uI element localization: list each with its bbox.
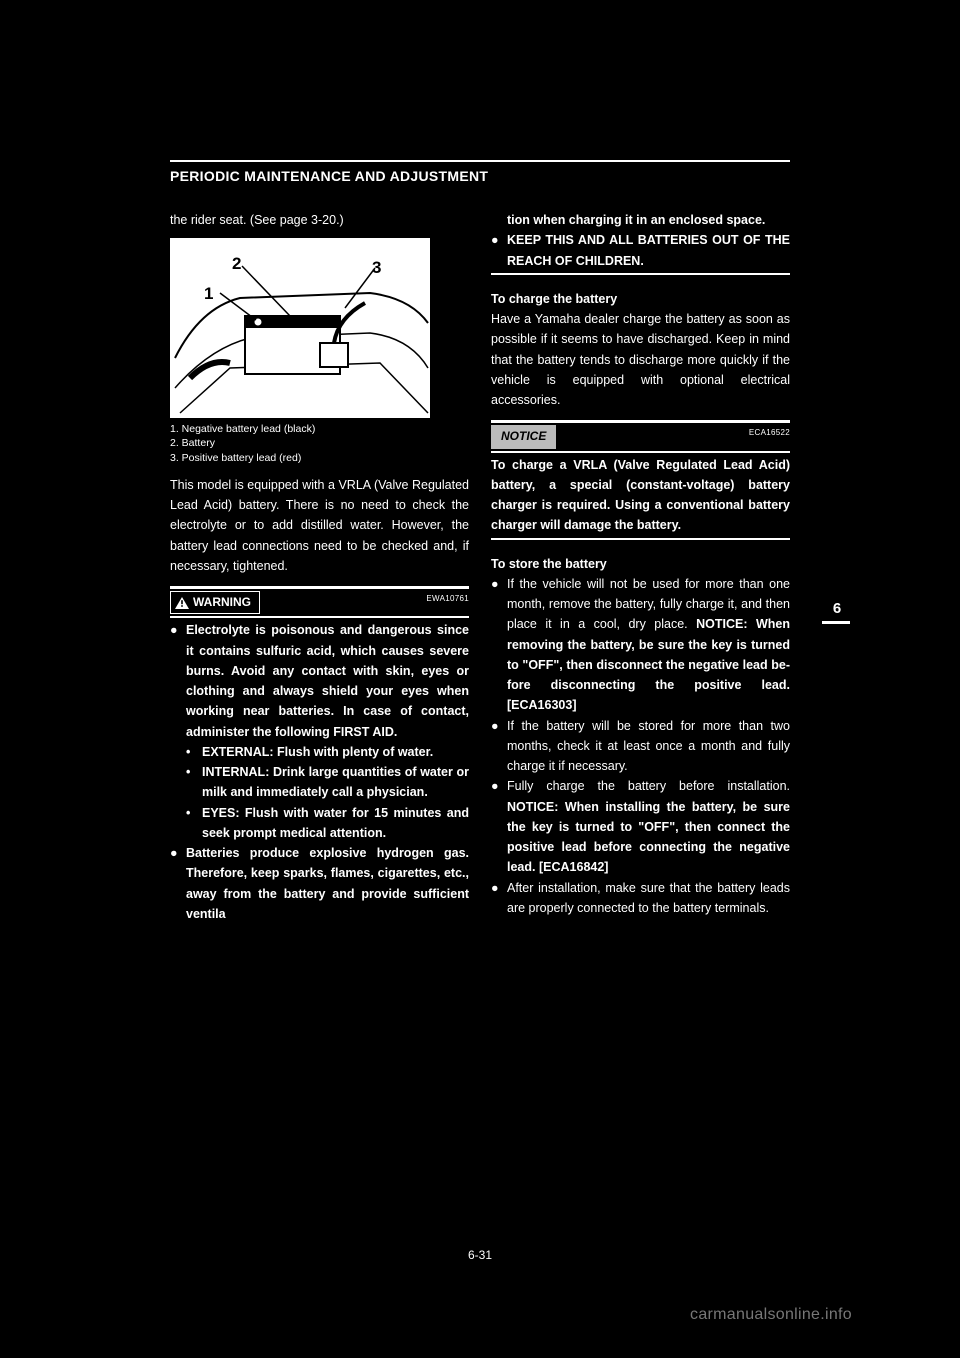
store-item-2: ● If the battery will be stored for more… [491, 716, 790, 777]
notice-code: ECA16522 [749, 427, 790, 440]
store-item-3: ● Fully charge the battery before in­sta… [491, 776, 790, 877]
bullet-icon: • [186, 762, 202, 803]
store-item-2-text: If the battery will be stored for more t… [507, 716, 790, 777]
store-item-3-text: Fully charge the battery before in­stall… [507, 779, 790, 793]
bullet-icon: • [186, 803, 202, 844]
store-item-1: ● If the vehicle will not be used for mo… [491, 574, 790, 716]
page-number: 6-31 [468, 1248, 492, 1262]
right-column: tion when charging it in an en­closed sp… [491, 210, 790, 924]
bullet-icon: ● [170, 843, 186, 924]
warning-triangle-icon [175, 597, 189, 609]
warning-bullet-1-text: Electrolyte is poisonous and dangerous s… [186, 620, 469, 742]
warning-cont-1: tion when charging it in an en­closed sp… [491, 210, 790, 230]
warning-bullet-1: ● Electrolyte is poisonous and dangerous… [170, 620, 469, 742]
battery-location-figure: 1 2 3 [170, 238, 430, 418]
figure-caption-3: 3. Positive battery lead (red) [170, 451, 469, 465]
bullet-icon: ● [491, 574, 507, 716]
section-tab-rule [822, 621, 850, 624]
warning-bullet-3: ● KEEP THIS AND ALL BATTER­IES OUT OF TH… [491, 230, 790, 271]
warning-sub-1-text: EXTERNAL: Flush with plenty of water. [202, 742, 469, 762]
watermark: carmanualsonline.info [690, 1306, 852, 1324]
warning-label: WARNING [170, 591, 260, 614]
callout-2: 2 [232, 250, 241, 278]
store-item-4-text: After installation, make sure that the b… [507, 878, 790, 919]
notice-label: NOTICE [491, 425, 556, 448]
figure-caption-2: 2. Battery [170, 436, 469, 450]
warning-sub-2: • INTERNAL: Drink large quan­tities of w… [170, 762, 469, 803]
warning-code: EWA10761 [426, 593, 469, 606]
warning-sub-3: • EYES: Flush with water for 15 minutes … [170, 803, 469, 844]
warning-sub-3-text: EYES: Flush with water for 15 minutes an… [202, 803, 469, 844]
left-body-1: This model is equipped with a VRLA (Valv… [170, 475, 469, 576]
notice-box: NOTICE ECA16522 [491, 420, 790, 452]
subhead-charge: To charge the battery [491, 289, 790, 309]
notice-body: To charge a VRLA (Valve Regulated Lead A… [491, 455, 790, 536]
callout-1: 1 [204, 280, 213, 308]
warning-box: WARNING EWA10761 [170, 586, 469, 618]
store-item-1-code: [ECA16303] [507, 698, 576, 712]
bullet-icon: • [186, 742, 202, 762]
section-number: 6 [822, 600, 852, 617]
store-item-4: ● After installation, make sure that the… [491, 878, 790, 919]
bullet-icon: ● [491, 716, 507, 777]
charge-body: Have a Yamaha dealer charge the bat­tery… [491, 309, 790, 410]
bullet-icon: ● [491, 776, 507, 877]
subhead-store: To store the battery [491, 554, 790, 574]
bullet-icon: ● [170, 620, 186, 742]
store-item-3-code: [ECA16842] [539, 860, 608, 874]
page-title: PERIODIC MAINTENANCE AND ADJUSTMENT [170, 168, 790, 184]
section-tab: 6 [822, 600, 852, 624]
callout-3: 3 [372, 254, 381, 282]
left-column: the rider seat. (See page 3-20.) [170, 210, 469, 924]
figure-caption-1: 1. Negative battery lead (black) [170, 422, 469, 436]
warning-bullet-3-text: KEEP THIS AND ALL BATTER­IES OUT OF THE … [507, 230, 790, 271]
warning-bullet-2-text: Batteries produce explosive hydrogen gas… [186, 843, 469, 924]
bullet-icon: ● [491, 230, 507, 271]
warning-end-rule [491, 273, 790, 275]
bullet-icon: ● [491, 878, 507, 919]
warning-label-text: WARNING [193, 593, 251, 612]
notice-end-rule [491, 538, 790, 540]
warning-sub-1: • EXTERNAL: Flush with plenty of water. [170, 742, 469, 762]
warning-sub-2-text: INTERNAL: Drink large quan­tities of wat… [202, 762, 469, 803]
left-intro-line: the rider seat. (See page 3-20.) [170, 210, 469, 230]
warning-bullet-2: ● Batteries produce explosive hydrogen g… [170, 843, 469, 924]
